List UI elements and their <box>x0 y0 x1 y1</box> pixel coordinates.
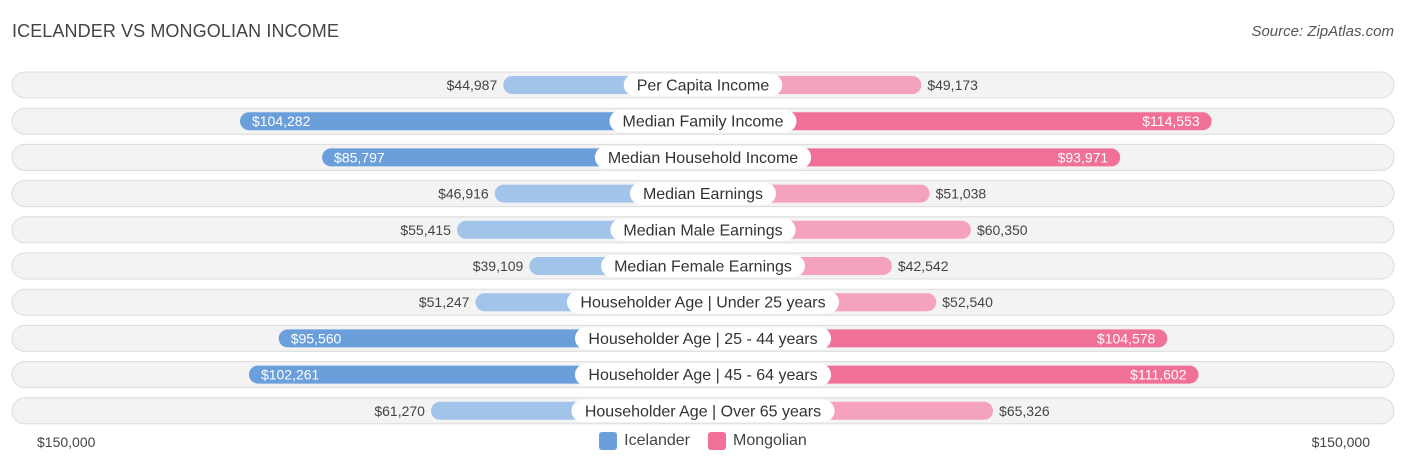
value-label-icelander: $51,247 <box>419 294 470 310</box>
chart-title: ICELANDER VS MONGOLIAN INCOME <box>12 21 339 41</box>
value-label-mongolian: $60,350 <box>977 222 1028 238</box>
category-label-pill <box>571 399 835 422</box>
category-label: Householder Age | 25 - 44 years <box>588 331 817 348</box>
bar-mongolian <box>703 112 1212 131</box>
value-label-icelander: $104,282 <box>252 113 311 129</box>
category-label-pill <box>594 146 812 169</box>
value-label-icelander: $46,916 <box>438 186 489 202</box>
category-label: Median Household Income <box>608 150 798 167</box>
value-label-mongolian: $65,326 <box>999 403 1050 419</box>
category-label-pill <box>566 291 840 314</box>
legend-item-icelander: Icelander <box>599 432 690 450</box>
value-label-icelander: $102,261 <box>261 367 320 383</box>
value-label-mongolian: $114,553 <box>1142 113 1200 129</box>
category-label: Per Capita Income <box>637 78 770 95</box>
category-label-pill <box>601 255 805 277</box>
axis-label-right: $150,000 <box>1311 434 1370 450</box>
icelander-swatch <box>599 432 618 450</box>
value-label-icelander: $39,109 <box>473 258 524 274</box>
category-label-pill <box>623 74 783 96</box>
value-label-mongolian: $51,038 <box>936 186 987 202</box>
value-label-mongolian: $104,578 <box>1097 330 1156 346</box>
category-label-pill <box>629 182 777 205</box>
category-label-pill <box>574 363 832 386</box>
value-label-icelander: $44,987 <box>447 77 498 93</box>
category-label-pill <box>609 110 797 133</box>
category-label-pill <box>574 327 832 350</box>
axis-label-left: $150,000 <box>37 434 96 450</box>
category-label-pill <box>610 218 796 241</box>
value-label-mongolian: $93,971 <box>1058 149 1109 165</box>
value-label-icelander: $95,560 <box>291 330 342 346</box>
value-label-mongolian: $111,602 <box>1130 367 1187 383</box>
category-label: Median Female Earnings <box>614 259 792 276</box>
value-label-icelander: $61,270 <box>374 403 425 419</box>
value-label-mongolian: $42,542 <box>898 258 949 274</box>
value-label-mongolian: $52,540 <box>942 294 993 310</box>
mongolian-swatch <box>708 432 726 450</box>
bar-icelander <box>239 112 703 131</box>
value-label-icelander: $55,415 <box>400 222 451 238</box>
category-label: Householder Age | 45 - 64 years <box>588 367 817 384</box>
category-label: Median Earnings <box>643 186 763 203</box>
source-note: Source: ZipAtlas.com <box>1251 23 1394 40</box>
category-label: Householder Age | Over 65 years <box>585 403 821 420</box>
value-label-mongolian: $49,173 <box>927 77 978 93</box>
legend-label-mongolian: Mongolian <box>733 432 807 449</box>
legend: Icelander Mongolian <box>0 432 1406 450</box>
value-label-icelander: $85,797 <box>334 149 385 165</box>
category-label: Householder Age | Under 25 years <box>580 295 825 312</box>
legend-item-mongolian: Mongolian <box>708 432 807 450</box>
category-label: Median Male Earnings <box>623 222 782 239</box>
legend-label-icelander: Icelander <box>624 432 690 449</box>
category-label: Median Family Income <box>623 114 784 131</box>
